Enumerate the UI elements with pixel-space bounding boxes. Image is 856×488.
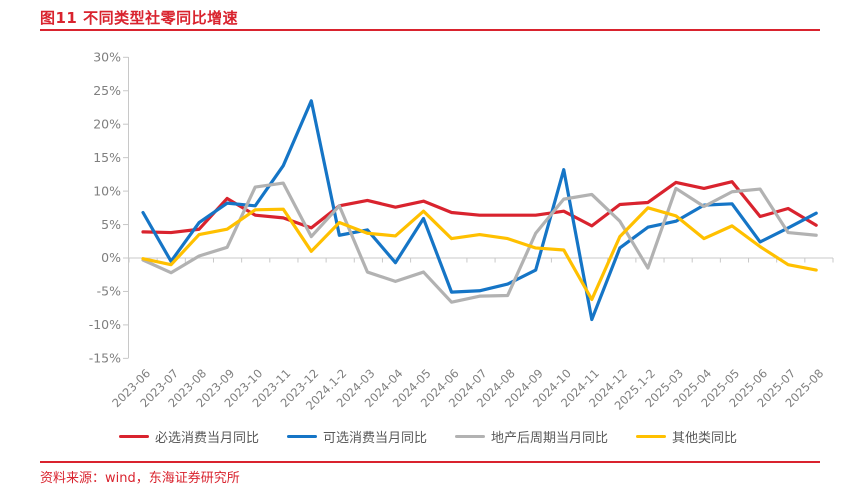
series-line (141, 181, 818, 304)
figure-title: 图11 不同类型社零同比增速 (40, 9, 239, 27)
legend-item: 可选消费当月同比 (286, 427, 427, 446)
legend-label: 可选消费当月同比 (322, 431, 427, 446)
source-divider-rule (40, 461, 820, 463)
y-tick-label: -5% (97, 284, 121, 299)
y-tick-label: 15% (93, 150, 121, 165)
series-line (141, 180, 818, 235)
legend-label: 必选消费当月同比 (154, 431, 259, 446)
y-tick-label: 25% (93, 83, 121, 98)
y-tick-label: -10% (89, 317, 121, 332)
legend-swatch (636, 434, 667, 439)
y-tick-label: 30% (93, 50, 121, 65)
chart-legend: 必选消费当月同比 可选消费当月同比 地产后周期当月同比 其他类同比 (0, 427, 856, 446)
title-underline-rule (40, 29, 820, 31)
y-tick-label: 10% (93, 183, 121, 198)
series-line (141, 206, 818, 302)
source-note: 资料来源：wind，东海证券研究所 (40, 471, 240, 486)
legend-item: 地产后周期当月同比 (455, 427, 608, 446)
legend-swatch (455, 434, 485, 439)
legend-item: 其他类同比 (636, 427, 737, 446)
legend-item: 必选消费当月同比 (118, 427, 259, 446)
y-tick-label: 0% (101, 250, 121, 265)
y-tick-label: 20% (93, 116, 121, 131)
y-tick-label: 5% (101, 217, 121, 232)
legend-swatch (286, 434, 317, 439)
y-tick-label: -15% (89, 351, 121, 366)
legend-label: 其他类同比 (672, 431, 738, 446)
legend-swatch (118, 434, 149, 439)
legend-label: 地产后周期当月同比 (491, 431, 609, 446)
